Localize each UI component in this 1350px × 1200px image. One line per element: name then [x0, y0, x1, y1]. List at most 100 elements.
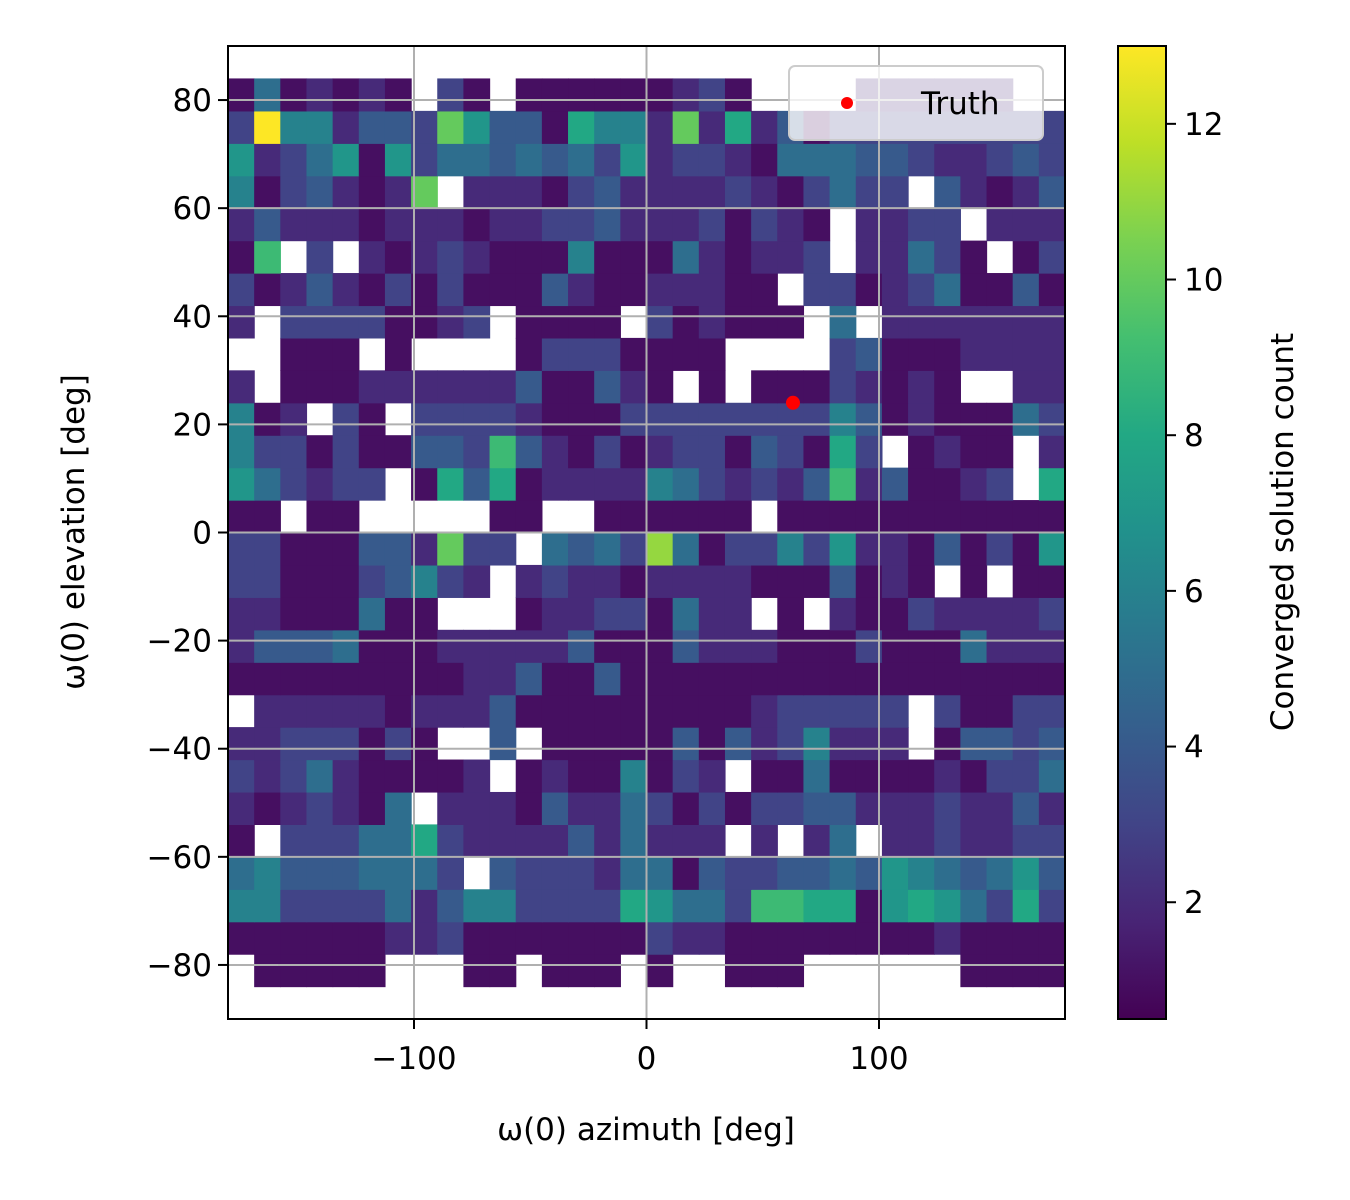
heatmap-cell [724, 532, 752, 566]
heatmap-cell [332, 175, 360, 209]
heatmap-cell [698, 143, 726, 177]
heatmap-cell [908, 240, 935, 274]
grid-lines [228, 46, 1065, 1019]
heatmap-cell [463, 143, 491, 177]
heatmap-cell [228, 435, 255, 469]
heatmap-cell [751, 273, 778, 307]
heatmap-cell [908, 662, 935, 696]
heatmap-cell [934, 597, 961, 631]
heatmap-cell [541, 629, 569, 663]
heatmap-cell [568, 143, 595, 177]
colorbar-tick-label: 2 [1184, 885, 1204, 921]
heatmap-cell [358, 662, 386, 696]
heatmap-cell [1038, 143, 1065, 177]
heatmap-cell [228, 467, 255, 501]
heatmap-cell [384, 337, 412, 371]
heatmap-cell [620, 143, 648, 177]
heatmap-cell [384, 597, 412, 631]
heatmap-cell [306, 824, 334, 858]
heatmap-cell [724, 856, 752, 890]
heatmap-cell [384, 110, 412, 144]
heatmap-cell [568, 435, 595, 469]
heatmap-cell [489, 143, 517, 177]
heatmap-cell [568, 110, 595, 144]
y-tick-label: −20 [147, 624, 212, 660]
heatmap-cell [672, 175, 700, 209]
heatmap-cell [228, 305, 255, 339]
heatmap-cell [646, 305, 674, 339]
heatmap-cell [620, 370, 648, 404]
heatmap-cell [960, 824, 988, 858]
heatmap-cell [934, 759, 961, 793]
heatmap-cell [489, 467, 517, 501]
heatmap-cell [515, 856, 543, 890]
heatmap-cell [803, 921, 831, 955]
heatmap-cell [594, 500, 621, 534]
heatmap-cell [463, 662, 491, 696]
heatmap-cell [515, 110, 543, 144]
heatmap-cell [541, 175, 569, 209]
heatmap-cell [358, 110, 386, 144]
heatmap-cell [463, 370, 491, 404]
heatmap-cell [934, 662, 961, 696]
heatmap-cell [646, 727, 674, 761]
heatmap-cell [1012, 954, 1040, 988]
heatmap-cell [803, 532, 831, 566]
heatmap-cell [672, 921, 700, 955]
heatmap-cell [881, 175, 909, 209]
heatmap-cell [620, 435, 648, 469]
heatmap-cell [411, 889, 438, 923]
heatmap-cell [306, 694, 334, 728]
heatmap-cell [515, 921, 543, 955]
heatmap-cell [698, 337, 726, 371]
heatmap-cell [829, 467, 857, 501]
heatmap-cell [1012, 791, 1040, 825]
heatmap-cell [881, 824, 909, 858]
heatmap-cell [724, 500, 752, 534]
heatmap-cell [646, 662, 674, 696]
heatmap-cell [986, 467, 1014, 501]
heatmap-cell [881, 564, 909, 598]
heatmap-cell [646, 337, 674, 371]
heatmap-cell [777, 791, 805, 825]
heatmap-cell [672, 337, 700, 371]
heatmap-cell [1038, 954, 1065, 988]
heatmap-cell [280, 143, 308, 177]
heatmap-cell [620, 856, 648, 890]
heatmap-cell [672, 662, 700, 696]
heatmap-cell [646, 954, 674, 988]
heatmap-cell [960, 273, 988, 307]
heatmap-cell [228, 759, 255, 793]
heatmap-cell [437, 629, 465, 663]
heatmap-cell [463, 240, 491, 274]
heatmap-cell [332, 694, 360, 728]
heatmap-cell [568, 856, 595, 890]
heatmap-cell [672, 402, 700, 436]
heatmap-cell [489, 370, 517, 404]
heatmap-cell [724, 273, 752, 307]
heatmap-cell [1012, 500, 1040, 534]
heatmap-cell [280, 694, 308, 728]
heatmap-cell [437, 402, 465, 436]
heatmap-cell [908, 597, 935, 631]
heatmap-cell [280, 305, 308, 339]
heatmap-cell [960, 240, 988, 274]
heatmap-cell [489, 629, 517, 663]
heatmap-cell [960, 305, 988, 339]
heatmap-cell [411, 110, 438, 144]
heatmap-cell [463, 629, 491, 663]
colorbar-frame [1117, 45, 1167, 1020]
heatmap-cell [934, 532, 961, 566]
heatmap-cell [960, 500, 988, 534]
heatmap-cell [489, 402, 517, 436]
heatmap-cell [803, 467, 831, 501]
heatmap-cell [515, 824, 543, 858]
heatmap-cell [881, 337, 909, 371]
heatmap-cell [280, 564, 308, 598]
heatmap-cell [829, 175, 857, 209]
heatmap-cell [463, 694, 491, 728]
heatmap-cell [1038, 921, 1065, 955]
heatmap-cell [829, 759, 857, 793]
heatmap-cell [541, 954, 569, 988]
colorbar-tick-label: 10 [1184, 263, 1223, 299]
